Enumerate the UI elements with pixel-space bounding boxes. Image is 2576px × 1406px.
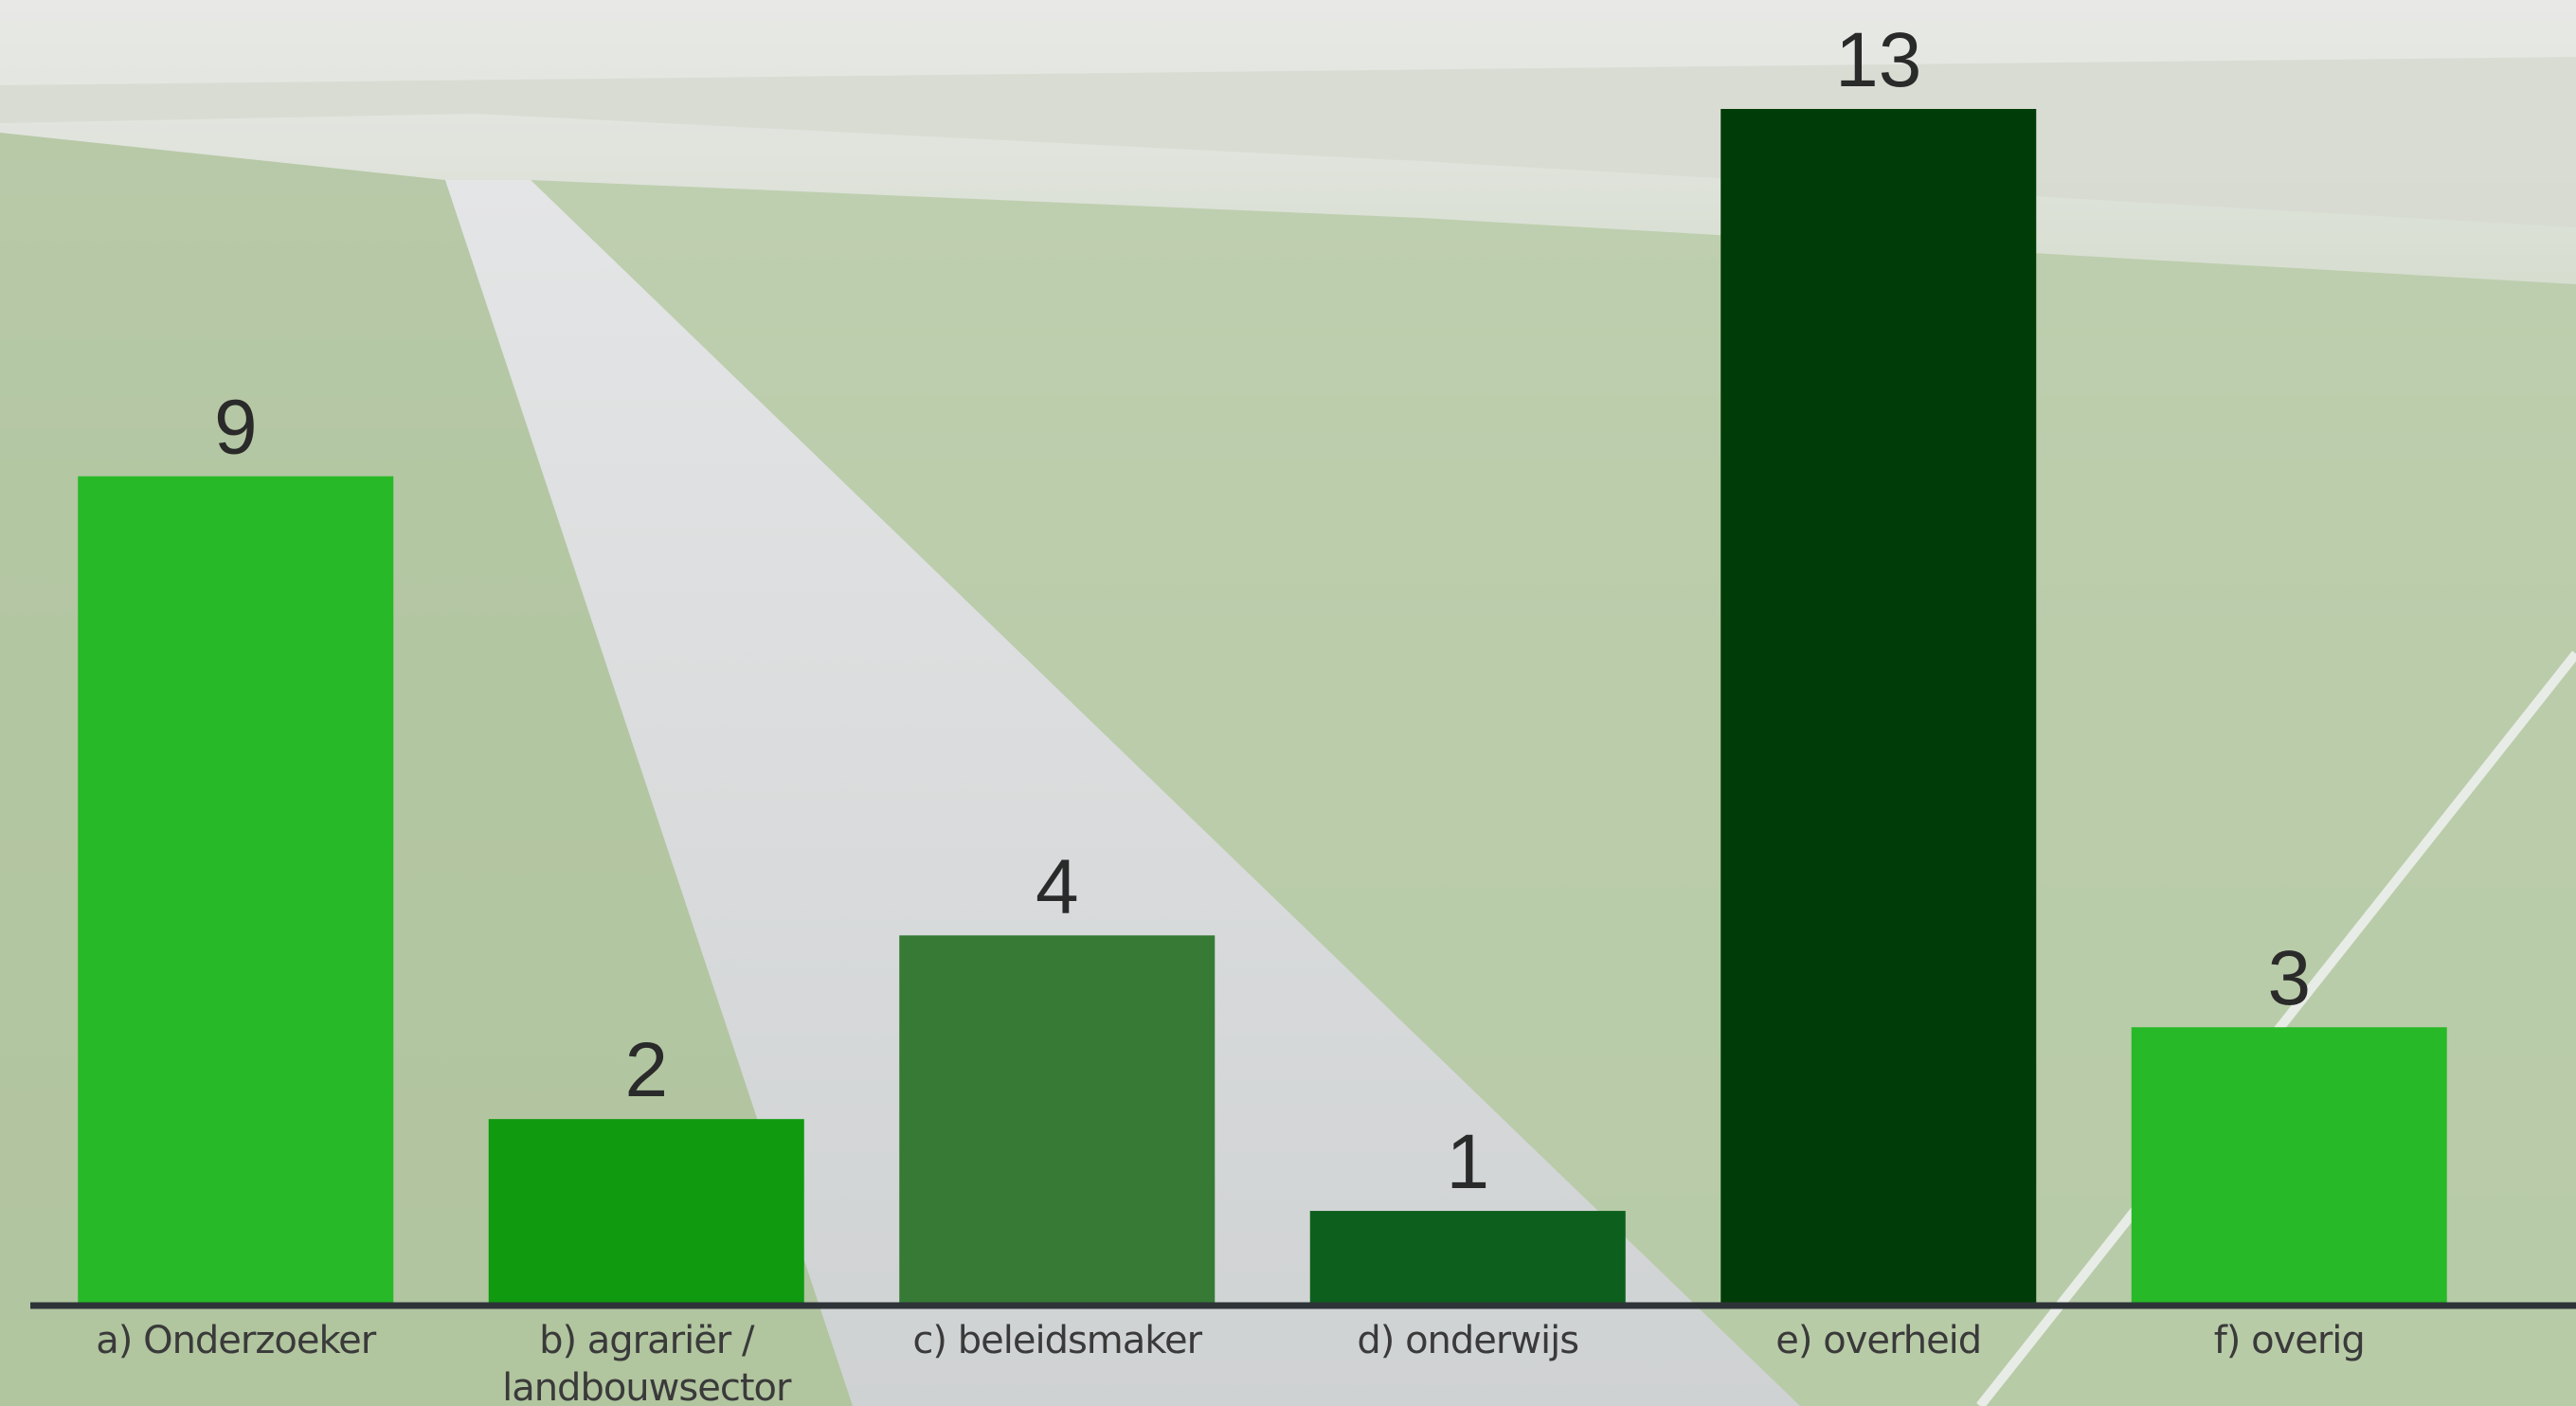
bar-5	[1720, 109, 2037, 1303]
bar-6	[2131, 1027, 2447, 1303]
bar-value-label-2: 2	[624, 1027, 668, 1113]
category-label-2-line-2: landbouwsector	[502, 1366, 792, 1406]
background-ditch-water	[445, 180, 1800, 1406]
category-label-1: a) Onderzoeker	[96, 1319, 377, 1362]
bar-4	[1309, 1211, 1626, 1303]
category-labels-group: a) Onderzoeker b) agrariër /landbouwsecto…	[96, 1319, 2366, 1406]
bar-3	[899, 935, 1216, 1303]
bar-value-label-5: 13	[1835, 17, 1921, 103]
category-label-6: f) overig	[2214, 1319, 2365, 1362]
background-right-bank	[531, 180, 2576, 1406]
bar-value-label-6: 3	[2267, 935, 2311, 1021]
bar-value-label-3: 4	[1036, 843, 1079, 929]
bar-1	[78, 476, 394, 1303]
bars-group	[78, 109, 2447, 1303]
category-label-3: c) beleidsmaker	[912, 1319, 1202, 1362]
value-labels-group: 9 2 4 1 13 3	[214, 17, 2311, 1205]
category-label-2: b) agrariër /	[539, 1319, 755, 1362]
category-label-4: d) onderwijs	[1357, 1319, 1578, 1362]
bar-value-label-1: 9	[214, 385, 258, 471]
bar-value-label-4: 1	[1446, 1119, 1489, 1205]
bar-2	[488, 1119, 804, 1303]
category-label-5: e) overheid	[1775, 1319, 1981, 1362]
